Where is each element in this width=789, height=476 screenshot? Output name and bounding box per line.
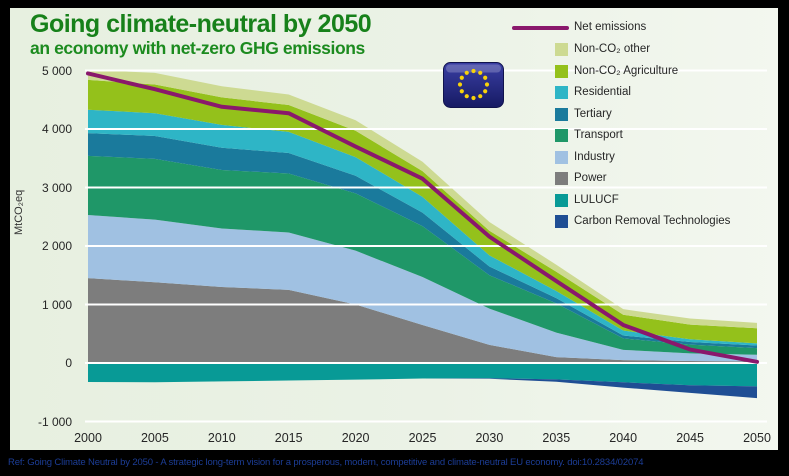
- x-axis-tick-label: 2045: [676, 431, 704, 445]
- y-axis-unit-label: MtCO₂eq: [13, 189, 25, 235]
- area-transport: [88, 155, 757, 355]
- y-axis-tick-label: 5 000: [41, 63, 72, 78]
- flag-star: [478, 70, 483, 75]
- y-axis-tick-label: 1 000: [41, 297, 72, 312]
- x-axis-tick-label: 2005: [140, 431, 169, 445]
- slide-subtitle: an economy with net-zero GHG emissions: [30, 38, 365, 58]
- x-axis-tick-label: 2015: [274, 431, 303, 445]
- flag-star: [471, 95, 476, 101]
- area-residential: [88, 109, 757, 346]
- x-axis-tick-label: 2030: [475, 431, 504, 445]
- flag-star: [459, 89, 464, 94]
- y-axis-tick-label: 3 000: [41, 180, 72, 195]
- x-axis-tick-label: 2020: [341, 431, 370, 445]
- flag-star: [457, 82, 463, 87]
- area-tertiary: [88, 133, 757, 349]
- y-axis-tick-label: -1 000: [37, 414, 72, 429]
- x-axis-tick-label: 2050: [743, 431, 771, 445]
- reference-caption: Ref: Going Climate Neutral by 2050 - A s…: [8, 457, 644, 468]
- y-axis-tick-label: 2 000: [41, 239, 72, 253]
- slide: Going climate-neutral by 2050 an economy…: [10, 8, 778, 450]
- slide-title: Going climate-neutral by 2050: [30, 10, 372, 38]
- flag-star: [464, 94, 469, 99]
- y-axis-tick-label: 4 000: [41, 122, 72, 136]
- eu-flag-icon: [443, 62, 504, 108]
- x-axis-tick-label: 2000: [74, 431, 102, 445]
- flag-star: [483, 89, 488, 94]
- flag-star: [459, 75, 464, 80]
- area-industry: [88, 214, 757, 362]
- flag-gloss: [446, 64, 501, 73]
- x-axis-tick-label: 2040: [609, 431, 638, 445]
- x-axis-tick-label: 2025: [408, 431, 437, 445]
- area-power: [88, 278, 757, 363]
- net-emissions-line: [86, 71, 759, 364]
- y-axis-tick-label: 0: [65, 356, 72, 370]
- flag-star: [483, 75, 488, 80]
- stacked-area-chart: [85, 69, 767, 423]
- area-lulucf: [88, 363, 757, 387]
- flag-star: [471, 68, 476, 74]
- flag-field: [443, 62, 504, 108]
- flag-star: [464, 70, 469, 75]
- x-axis-tick-label: 2010: [207, 431, 236, 445]
- flag-star: [478, 94, 483, 99]
- x-axis-tick-label: 2035: [542, 431, 571, 445]
- area-carbon-removal-technologies: [88, 378, 757, 399]
- area-non-co-agriculture: [88, 79, 757, 344]
- flag-star: [484, 82, 490, 87]
